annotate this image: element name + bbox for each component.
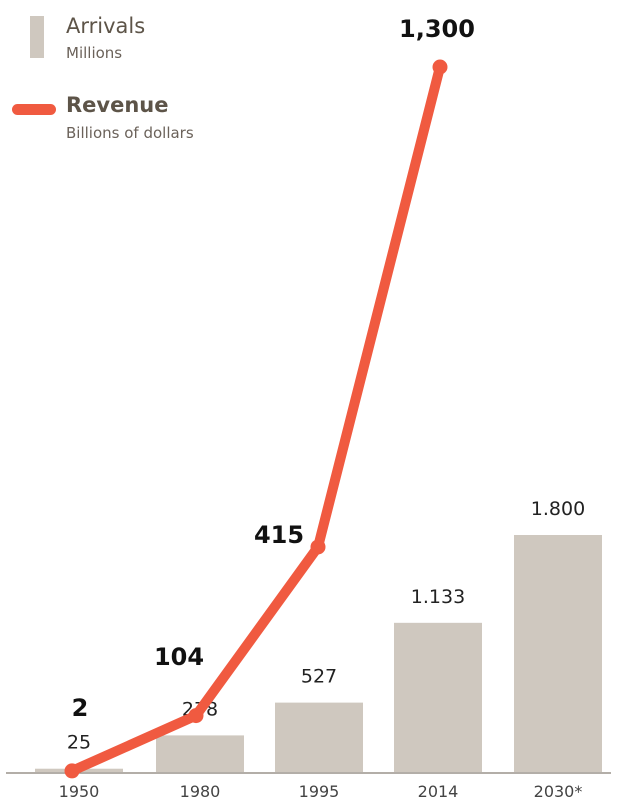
legend-arrivals-title: Arrivals	[66, 14, 146, 38]
x-tick-label: 2030*	[534, 782, 583, 801]
x-tick-label: 1995	[299, 782, 340, 801]
legend-arrivals-swatch	[30, 16, 44, 58]
bar-value-label: 1.133	[411, 586, 465, 608]
revenue-line	[67, 62, 445, 776]
bar-value-label: 25	[67, 732, 91, 754]
revenue-point-1995	[310, 539, 326, 555]
legend-revenue-subtitle: Billions of dollars	[66, 124, 194, 142]
revenue-value-label: 2	[72, 694, 89, 722]
bar-1980	[156, 735, 244, 772]
x-tick-label: 1980	[180, 782, 221, 801]
x-tick-label: 2014	[418, 782, 459, 801]
legend-revenue-swatch	[12, 104, 56, 115]
legend-arrivals-subtitle: Millions	[66, 44, 123, 62]
revenue-value-label: 1,300	[399, 15, 475, 43]
revenue-point-1950	[64, 763, 80, 779]
bar-1995	[275, 702, 363, 772]
bar-2014	[394, 622, 482, 772]
revenue-point-1980	[188, 708, 204, 724]
revenue-value-label: 104	[154, 643, 204, 671]
legend-revenue-title: Revenue	[66, 93, 169, 117]
bar-2030*	[514, 535, 602, 772]
x-tick-label: 1950	[59, 782, 100, 801]
revenue-point-2014	[432, 59, 448, 75]
revenue-value-label: 415	[254, 521, 304, 549]
bar-value-label: 527	[301, 666, 337, 688]
bar-value-label: 1.800	[531, 498, 585, 520]
